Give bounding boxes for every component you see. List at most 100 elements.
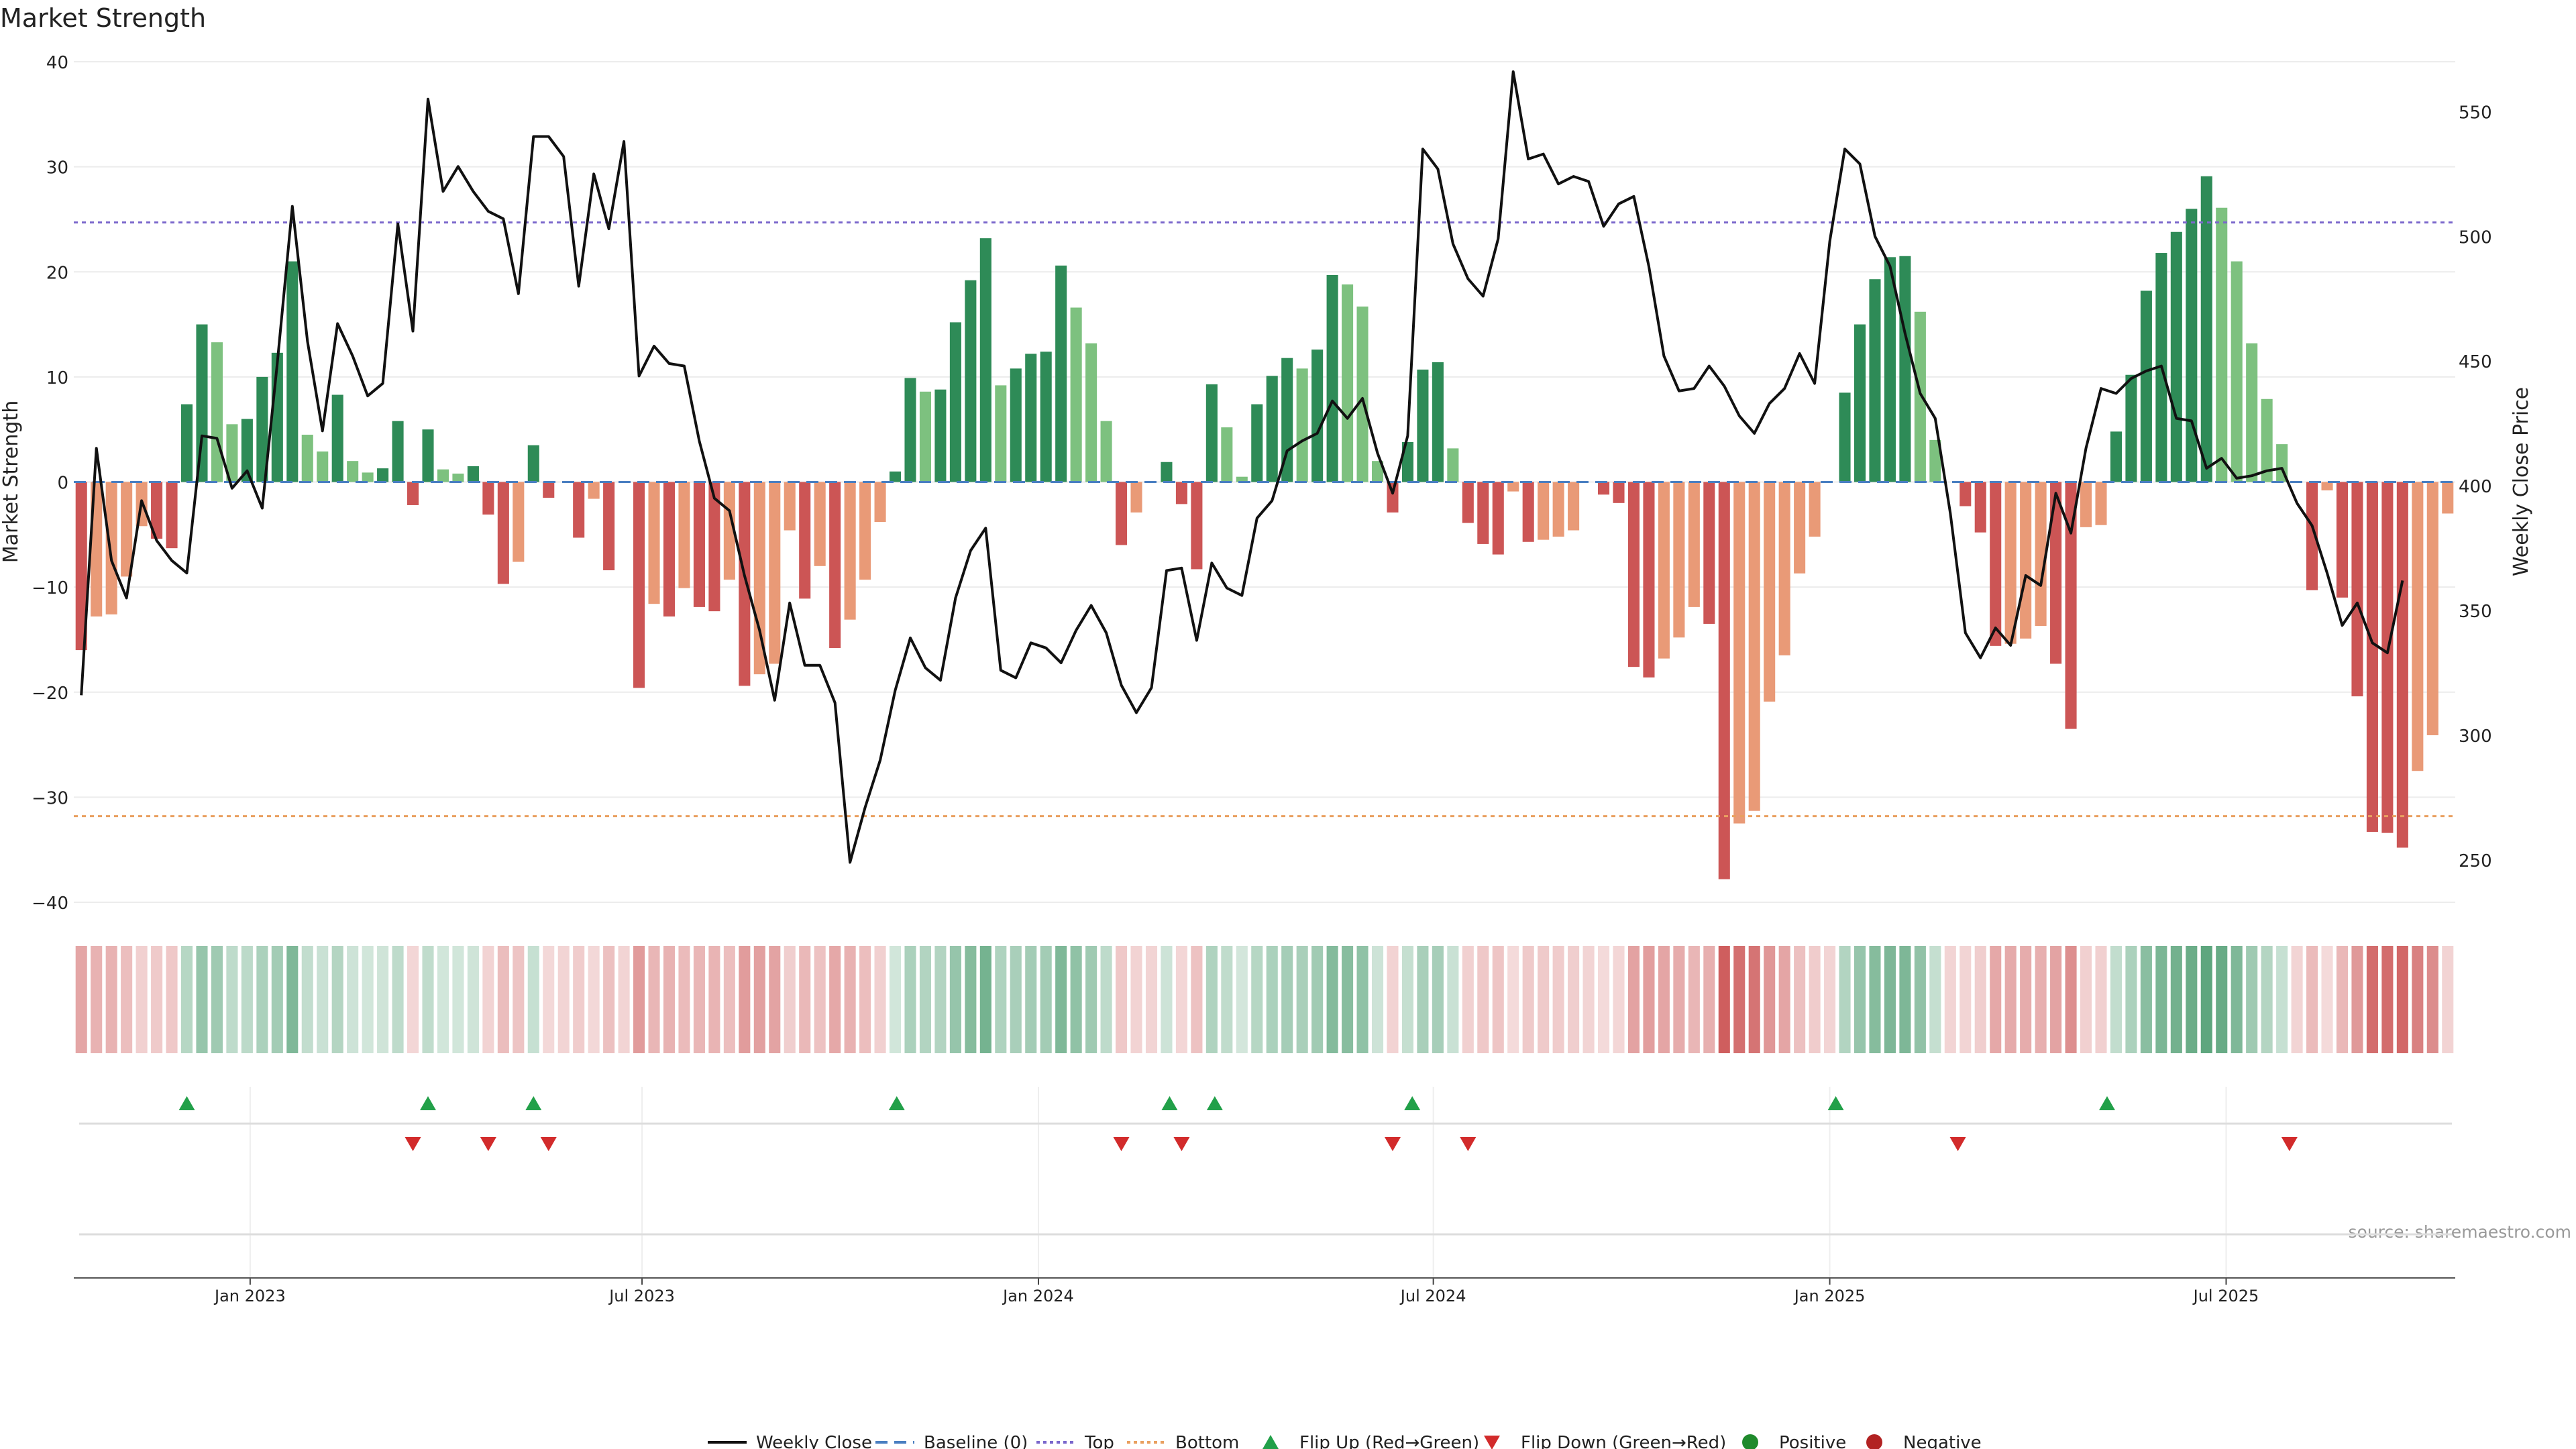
heatstrip-cell bbox=[1010, 946, 1022, 1053]
strength-bar bbox=[2140, 290, 2152, 482]
x-tick-label: Jan 2023 bbox=[213, 1287, 286, 1305]
heatstrip-cell bbox=[573, 946, 585, 1053]
strength-bar bbox=[151, 482, 163, 539]
flip-down-marker bbox=[1384, 1137, 1401, 1151]
strength-bar bbox=[211, 342, 223, 482]
strength-bar bbox=[588, 482, 600, 499]
strength-bar bbox=[919, 391, 931, 482]
strength-bar bbox=[256, 376, 268, 482]
heatstrip-cell bbox=[814, 946, 826, 1053]
strength-bar bbox=[1718, 482, 1730, 879]
heatstrip-cell bbox=[1899, 946, 1911, 1053]
heatstrip-cell bbox=[437, 946, 449, 1053]
heatstrip-cell bbox=[1387, 946, 1399, 1053]
flip-up-marker bbox=[1206, 1096, 1223, 1110]
y-tick-label: 40 bbox=[46, 53, 68, 73]
strength-bar bbox=[859, 482, 871, 580]
heatstrip-cell bbox=[1914, 946, 1926, 1053]
strength-bar bbox=[2366, 482, 2378, 833]
heatstrip-cell bbox=[1869, 946, 1881, 1053]
heatstrip-cell bbox=[2381, 946, 2394, 1053]
heatstrip-cell bbox=[2020, 946, 2032, 1053]
strength-bar bbox=[1281, 358, 1293, 482]
strength-bar bbox=[2216, 207, 2228, 482]
heatstrip-cell bbox=[1748, 946, 1760, 1053]
strength-bar bbox=[1507, 482, 1519, 492]
flip-up-marker bbox=[888, 1096, 905, 1110]
strength-bar bbox=[1688, 482, 1700, 607]
strength-bar bbox=[2020, 482, 2032, 639]
strength-bar bbox=[874, 482, 886, 523]
heatstrip-cell bbox=[2351, 946, 2363, 1053]
heatstrip-cell bbox=[1342, 946, 1354, 1053]
y2-tick-label: 500 bbox=[2459, 227, 2492, 248]
heatstrip-cell bbox=[769, 946, 781, 1053]
heatstrip-cell bbox=[2004, 946, 2017, 1053]
strength-bar bbox=[1025, 354, 1037, 482]
strength-bar bbox=[1417, 369, 1429, 482]
strength-heatstrip bbox=[75, 946, 2454, 1053]
strength-bar bbox=[678, 482, 690, 588]
price-line-layer bbox=[80, 70, 2404, 864]
heatstrip-cell bbox=[286, 946, 299, 1053]
heatstrip-cell bbox=[1507, 946, 1519, 1053]
heatstrip-cell bbox=[180, 946, 193, 1053]
heatstrip-cell bbox=[301, 946, 313, 1053]
heatstrip-cell bbox=[829, 946, 841, 1053]
x-tick-label: Jul 2025 bbox=[2192, 1287, 2259, 1305]
strength-bar bbox=[2080, 482, 2092, 527]
y2-tick-label: 300 bbox=[2459, 727, 2492, 747]
heatstrip-cell bbox=[1311, 946, 1324, 1053]
strength-bar bbox=[1296, 368, 1308, 482]
heatstrip-cell bbox=[422, 946, 434, 1053]
heatstrip-cell bbox=[1070, 946, 1082, 1053]
strength-bar bbox=[904, 378, 916, 482]
heatstrip-cell bbox=[708, 946, 720, 1053]
strength-bar bbox=[829, 482, 841, 648]
heatstrip-cell bbox=[1492, 946, 1504, 1053]
strength-bar bbox=[1673, 482, 1685, 638]
strength-bar bbox=[362, 472, 374, 482]
flip-up-marker bbox=[1404, 1096, 1421, 1110]
heatstrip-cell bbox=[844, 946, 856, 1053]
strength-bar bbox=[1643, 482, 1655, 678]
strength-bar bbox=[1990, 482, 2002, 646]
heatstrip-cell bbox=[1703, 946, 1715, 1053]
heatstrip-cell bbox=[2080, 946, 2092, 1053]
legend: Weekly Close Baseline (0) Top Bottom Flip Up… bbox=[708, 1433, 1982, 1449]
strength-bar bbox=[331, 394, 343, 482]
strength-bar bbox=[166, 482, 178, 549]
heatstrip-cell bbox=[1161, 946, 1173, 1053]
strength-bar bbox=[1356, 306, 1368, 482]
heatstrip-cell bbox=[663, 946, 676, 1053]
strength-bar bbox=[2170, 231, 2182, 482]
legend-negative-swatch bbox=[1866, 1434, 1882, 1449]
bars-layer bbox=[75, 176, 2454, 879]
strength-bar bbox=[1236, 476, 1248, 482]
strength-bar bbox=[1070, 307, 1082, 482]
heatstrip-cell bbox=[739, 946, 751, 1053]
heatstrip-cell bbox=[211, 946, 223, 1053]
strength-bar bbox=[467, 466, 479, 482]
heatstrip-cell bbox=[226, 946, 238, 1053]
strength-bar bbox=[1914, 311, 1926, 482]
y-axis-label: Market Strength bbox=[0, 400, 23, 563]
heatstrip-cell bbox=[1733, 946, 1746, 1053]
strength-bar bbox=[979, 238, 991, 482]
strength-bar bbox=[2261, 398, 2273, 482]
heatstrip-cell bbox=[2231, 946, 2243, 1053]
strength-bar bbox=[1658, 482, 1670, 659]
strength-bar bbox=[1764, 482, 1776, 702]
strength-bar bbox=[1266, 376, 1278, 482]
strength-bar bbox=[392, 421, 404, 482]
strength-bar bbox=[753, 482, 765, 675]
heatstrip-cell bbox=[2246, 946, 2258, 1053]
flip-down-marker bbox=[540, 1137, 557, 1151]
heatstrip-cell bbox=[1296, 946, 1308, 1053]
reference-lines bbox=[74, 221, 2455, 818]
y-tick-label: −30 bbox=[32, 788, 68, 808]
flip-down-marker bbox=[480, 1137, 496, 1151]
heatstrip-cell bbox=[543, 946, 555, 1053]
strength-bar bbox=[422, 429, 434, 482]
heatstrip-cell bbox=[633, 946, 645, 1053]
